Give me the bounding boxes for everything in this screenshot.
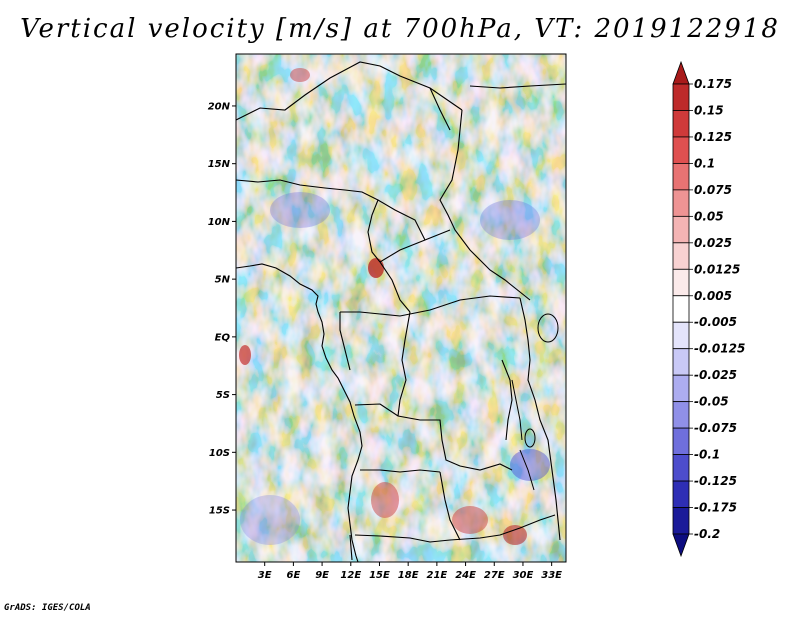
- footer-credit: GrADS: IGES/COLA: [4, 603, 91, 613]
- colorbar-swatch: [672, 348, 690, 376]
- lat-tick-label: 10N: [208, 217, 231, 228]
- lon-tick-label: 12E: [340, 570, 361, 581]
- colorbar-label: -0.025: [694, 368, 737, 382]
- lon-tick-label: 33E: [541, 570, 562, 581]
- lat-tick-label: 5S: [216, 390, 230, 401]
- colorbar-swatch: [672, 480, 690, 508]
- colorbar-label: -0.1: [694, 448, 720, 462]
- lon-tick-label: 21E: [426, 570, 447, 581]
- colorbar-swatch: [672, 321, 690, 350]
- lon-tick-label: 9E: [315, 570, 329, 581]
- colorbar-label: 0.175: [694, 77, 732, 91]
- colorbar-label: 0.1: [694, 156, 715, 170]
- colorbar-swatch: [672, 401, 690, 429]
- colorbar-swatch: [672, 268, 690, 297]
- lat-tick-label: 15N: [208, 159, 231, 170]
- lat-tick-label: 5N: [215, 275, 231, 286]
- colorbar-swatch: [672, 374, 690, 403]
- map-figure: 20N 15N 10N 5N EQ 5S 10S 15S 3E 6E 9E 12E 15E 18E 21E…: [208, 53, 745, 581]
- colorbar-label: 0.05: [694, 209, 724, 223]
- colorbar-swatch: [672, 83, 690, 111]
- lat-tick-label: 15S: [209, 506, 230, 517]
- colorbar-swatch: [672, 427, 690, 455]
- chart-title: Vertical velocity [m/s] at 700hPa, VT: 2…: [20, 14, 780, 44]
- colorbar-swatch: [672, 242, 690, 270]
- colorbar-label: -0.0125: [694, 342, 745, 356]
- lon-tick-label: 30E: [513, 570, 534, 581]
- colorbar-label: -0.075: [694, 421, 737, 435]
- colorbar-swatch: [672, 110, 690, 138]
- vertical-velocity-field: [236, 54, 566, 562]
- latitude-axis: 20N 15N 10N 5N EQ 5S 10S 15S: [208, 101, 236, 517]
- colorbar-label: -0.005: [694, 315, 737, 329]
- colorbar-label: -0.2: [694, 527, 720, 541]
- colorbar-label: 0.075: [694, 183, 732, 197]
- colorbar-swatch: [672, 295, 690, 323]
- colorbar-swatch: [672, 215, 690, 244]
- lon-tick-label: 15E: [369, 570, 390, 581]
- colorbar-label: 0.005: [694, 289, 732, 303]
- colorbar: 0.175 0.15 0.125 0.1 0.075 0.05 0.025 0.0125 0.0…: [672, 60, 745, 558]
- colorbar-swatch: [672, 163, 690, 191]
- colorbar-max-triangle: [672, 60, 690, 85]
- lon-tick-label: 3E: [258, 570, 272, 581]
- lon-tick-label: 18E: [398, 570, 419, 581]
- lakes: [511, 313, 559, 491]
- colorbar-label: 0.0125: [694, 262, 740, 276]
- colorbar-swatch: [672, 189, 690, 217]
- colorbar-swatch: [672, 136, 690, 164]
- colorbar-label: 0.15: [694, 103, 724, 117]
- lat-tick-label: EQ: [215, 332, 231, 343]
- colorbar-swatch: [672, 507, 690, 535]
- colorbar-label: 0.125: [694, 130, 732, 144]
- colorbar-swatch: [672, 454, 690, 482]
- lon-tick-label: 24E: [455, 570, 476, 581]
- colorbar-label: 0.025: [694, 236, 732, 250]
- map-frame: [235, 53, 567, 563]
- lat-tick-label: 10S: [209, 448, 230, 459]
- lon-tick-label: 27E: [484, 570, 505, 581]
- lat-tick-label: 20N: [208, 101, 231, 112]
- country-borders: [236, 61, 566, 562]
- colorbar-label: -0.05: [694, 395, 729, 409]
- colorbar-label: -0.175: [694, 501, 737, 515]
- lon-tick-label: 6E: [286, 570, 300, 581]
- colorbar-label: -0.125: [694, 474, 737, 488]
- longitude-axis: 3E 6E 9E 12E 15E 18E 21E 24E 27E 30E 33E: [258, 562, 562, 581]
- colorbar-min-triangle: [672, 533, 690, 558]
